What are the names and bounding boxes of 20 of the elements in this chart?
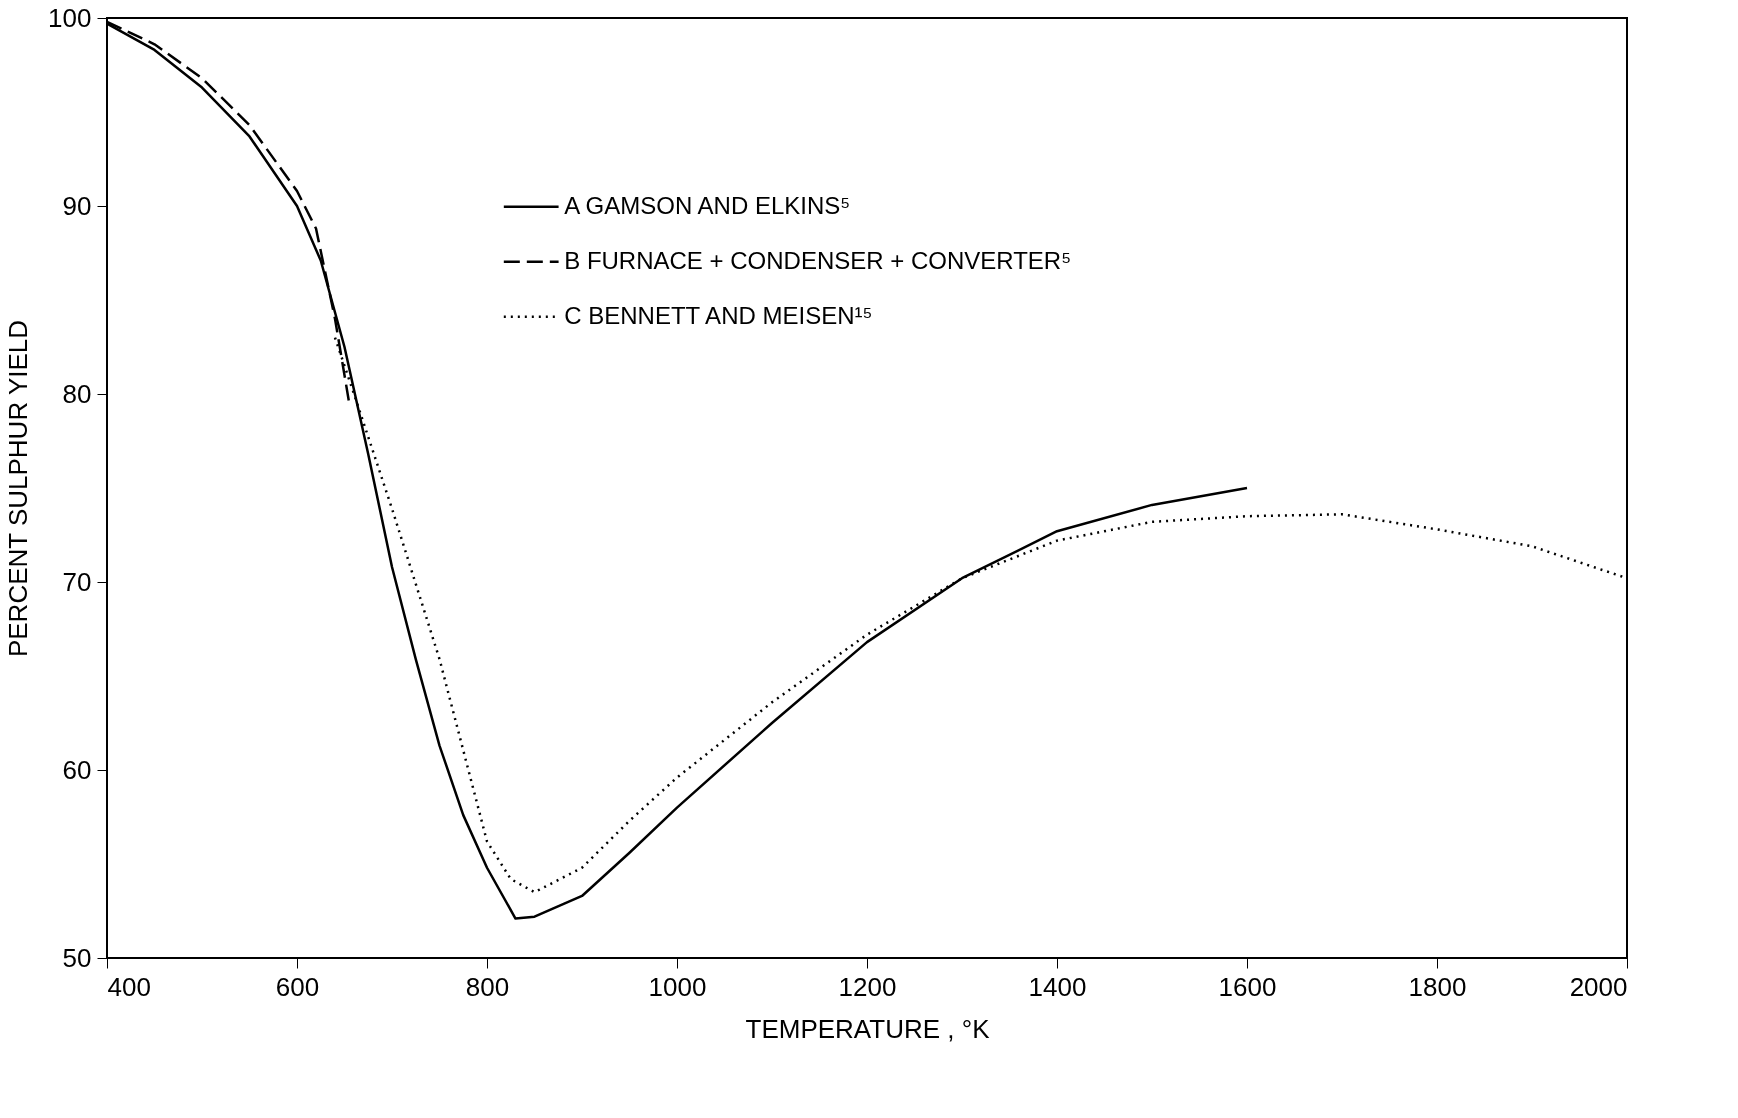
x-tick-label: 1000 — [648, 971, 707, 1002]
y-tick-label: 50 — [62, 942, 92, 973]
x-axis-title: TEMPERATURE , °K — [745, 1013, 991, 1044]
x-tick-label: 800 — [465, 971, 510, 1002]
x-tick-label: 2000 — [1569, 971, 1628, 1002]
legend-label: A GAMSON AND ELKINS⁵ — [564, 191, 851, 219]
x-tick-label: 1400 — [1028, 971, 1087, 1002]
legend-label: B FURNACE + CONDENSER + CONVERTER⁵ — [564, 246, 1072, 274]
y-tick-label: 60 — [62, 754, 92, 785]
y-tick-label: 70 — [62, 566, 92, 597]
y-tick-label: 100 — [48, 2, 92, 33]
x-tick-label: 1200 — [838, 971, 897, 1002]
y-tick-label: 80 — [62, 378, 92, 409]
x-tick-label: 1800 — [1408, 971, 1467, 1002]
x-tick-label: 600 — [275, 971, 320, 1002]
x-tick-label: 1600 — [1218, 971, 1277, 1002]
legend-label: C BENNETT AND MEISEN¹⁵ — [564, 301, 873, 329]
y-tick-label: 90 — [62, 190, 92, 221]
y-axis-title: PERCENT SULPHUR YIELD — [3, 319, 34, 658]
x-tick-label: 400 — [107, 971, 151, 1002]
